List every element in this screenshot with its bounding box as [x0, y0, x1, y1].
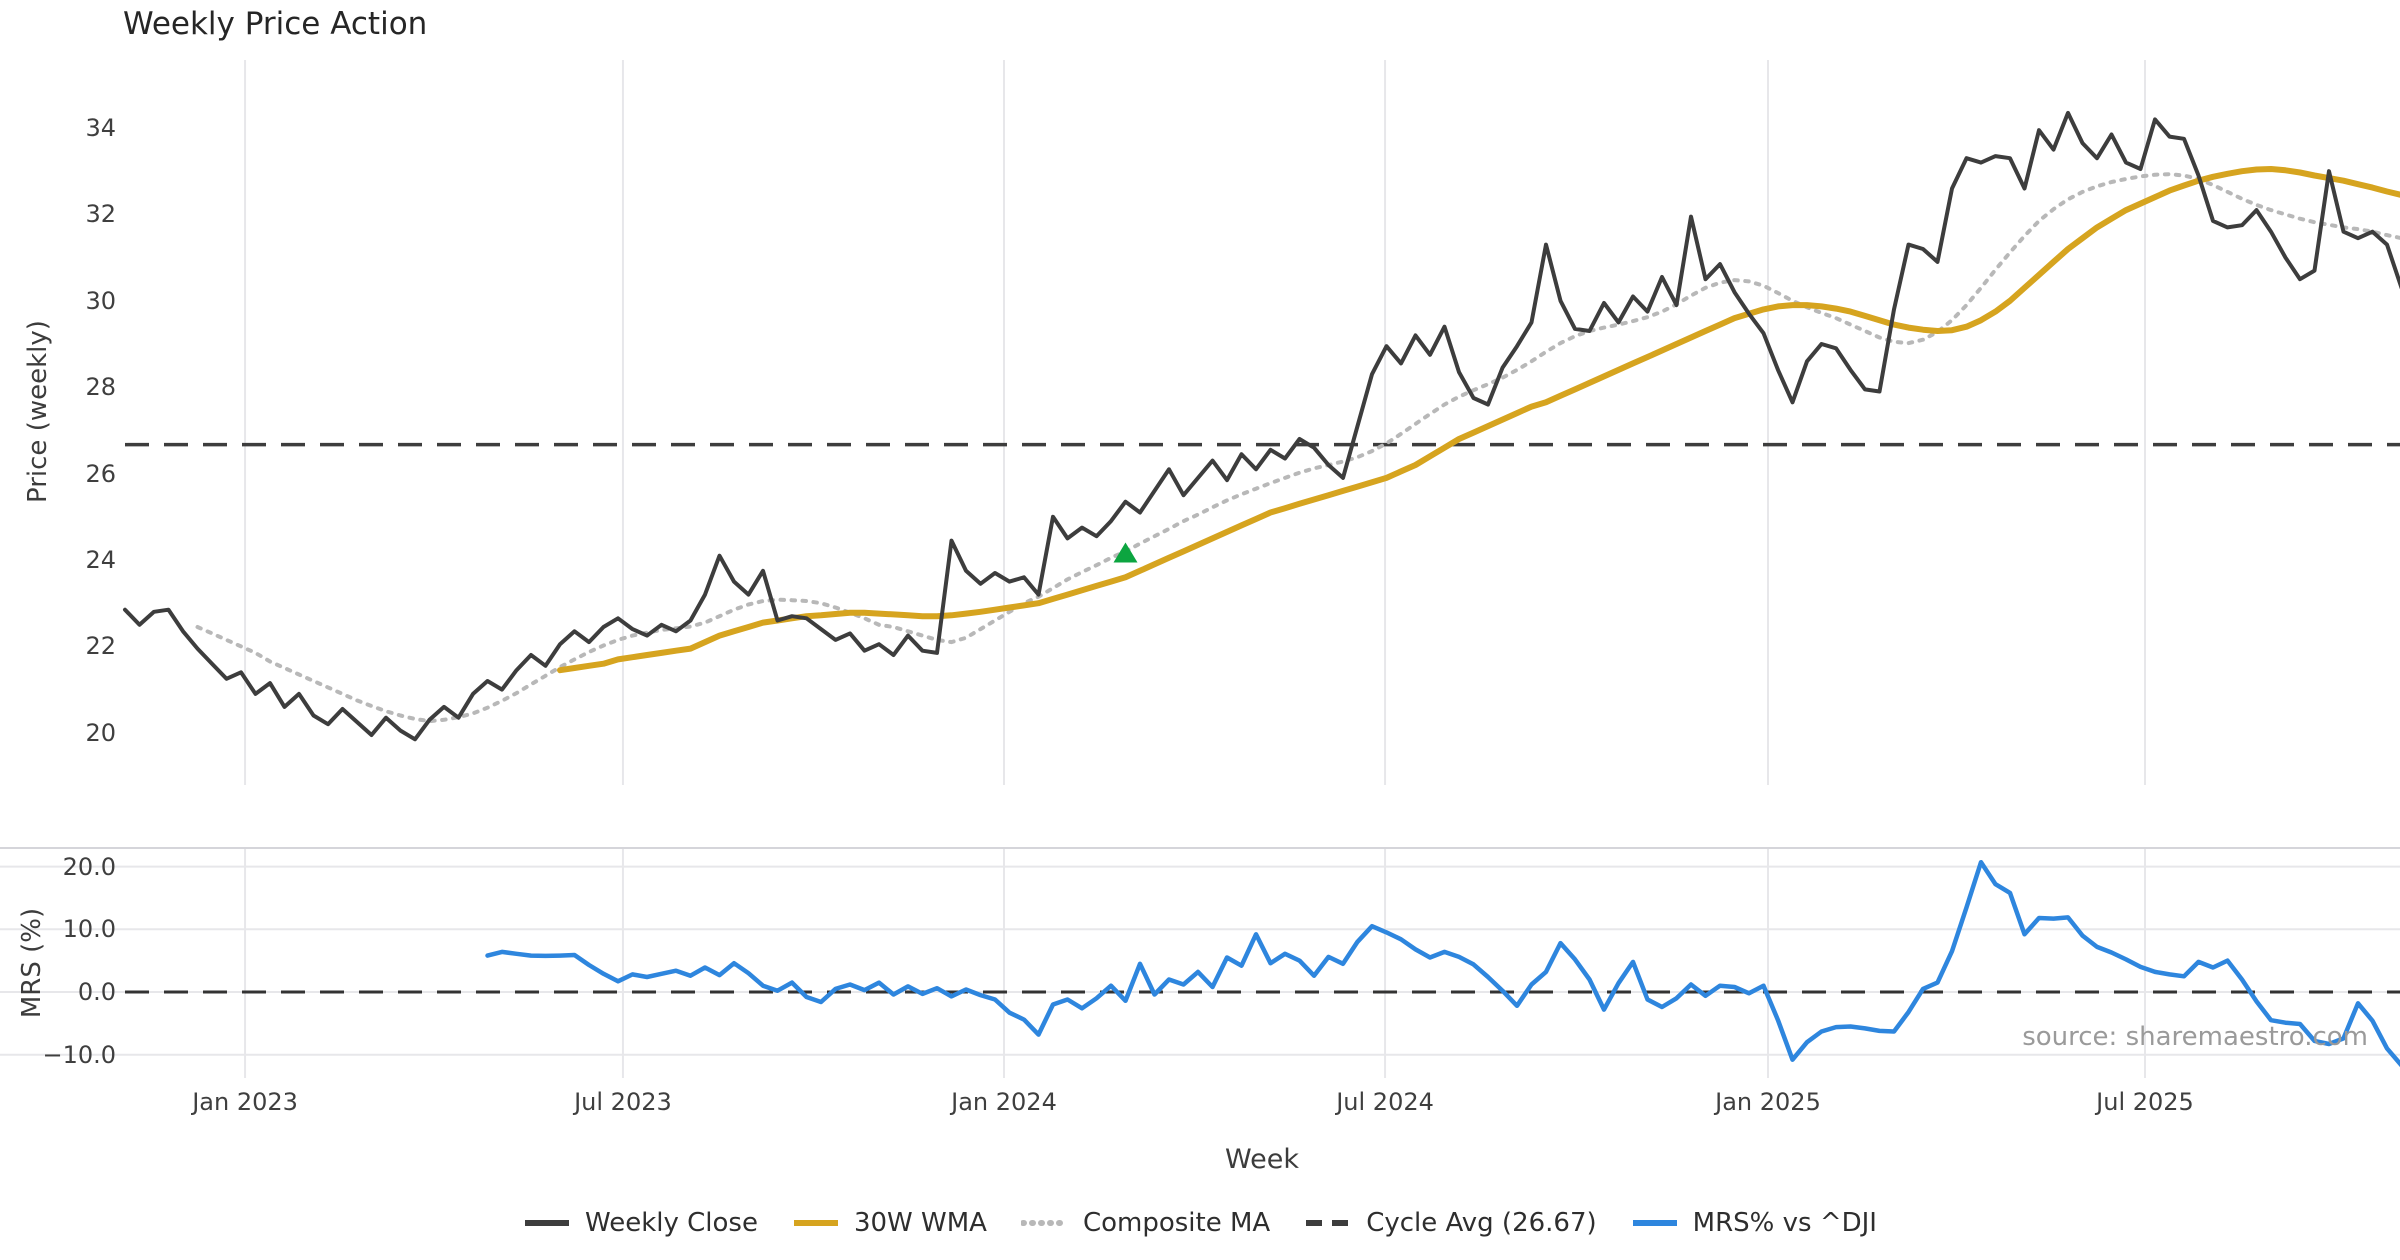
price-ytick-34: 34: [85, 114, 116, 142]
xtick-Jul-2023: Jul 2023: [574, 1088, 672, 1116]
price-ytick-26: 26: [85, 459, 116, 488]
price-ytick-22: 22: [85, 632, 116, 661]
buy-signal-marker: [1113, 542, 1138, 563]
price-ytick-28: 28: [85, 373, 116, 402]
xtick-Jul-2025: Jul 2025: [2096, 1088, 2194, 1116]
xtick-Jul-2024: Jul 2024: [1336, 1088, 1434, 1116]
legend-item-weekly-close: Weekly Close: [523, 1208, 758, 1238]
xtick-Jan-2023: Jan 2023: [192, 1088, 298, 1116]
price-ytick-20: 20: [85, 718, 116, 747]
legend-label: Cycle Avg (26.67): [1366, 1208, 1597, 1238]
legend-swatch-cycle-avg: [1306, 1220, 1351, 1226]
mrs-ytick-20: 20.0: [62, 852, 116, 881]
legend-swatch-composite-ma: [1020, 1220, 1069, 1226]
legend-item-composite-ma: Composite MA: [1020, 1208, 1271, 1238]
legend-swatch-mrs: [1632, 1220, 1677, 1226]
page-title: Weekly Price Action: [123, 6, 428, 42]
weekly-close-line: [123, 110, 2400, 742]
legend-label: MRS% vs ^DJI: [1692, 1208, 1877, 1238]
price-ytick-30: 30: [85, 286, 116, 315]
watermark-text: source: sharemaestro.com: [2022, 1022, 2368, 1052]
chart-legend: Weekly Close 30W WMA Composite MA Cycle …: [0, 1208, 2400, 1238]
composite-ma-line: [195, 172, 2400, 724]
mrs-ytick-0: 0.0: [77, 978, 116, 1006]
legend-swatch-weekly-close: [525, 1220, 570, 1226]
price-ytick-24: 24: [85, 546, 116, 574]
mrs-ytick--10: −10.0: [42, 1040, 116, 1069]
x-axis-label: Week: [1225, 1144, 1299, 1175]
price-ytick-32: 32: [85, 200, 116, 229]
legend-label: Composite MA: [1082, 1208, 1271, 1238]
legend-label: Weekly Close: [585, 1208, 758, 1238]
xtick-Jan-2025: Jan 2025: [1715, 1088, 1821, 1116]
legend-item-30w-wma: 30W WMA: [792, 1208, 987, 1238]
legend-swatch-30w-wma: [793, 1220, 838, 1226]
legend-item-cycle-avg: Cycle Avg (26.67): [1304, 1208, 1597, 1238]
legend-item-mrs: MRS% vs ^DJI: [1631, 1208, 1877, 1238]
xtick-Jan-2024: Jan 2024: [951, 1088, 1057, 1116]
mrs-line: [485, 859, 2400, 1068]
mrs-ytick-10: 10.0: [62, 915, 116, 944]
wma-line: [557, 166, 2400, 674]
legend-label: 30W WMA: [853, 1208, 987, 1238]
